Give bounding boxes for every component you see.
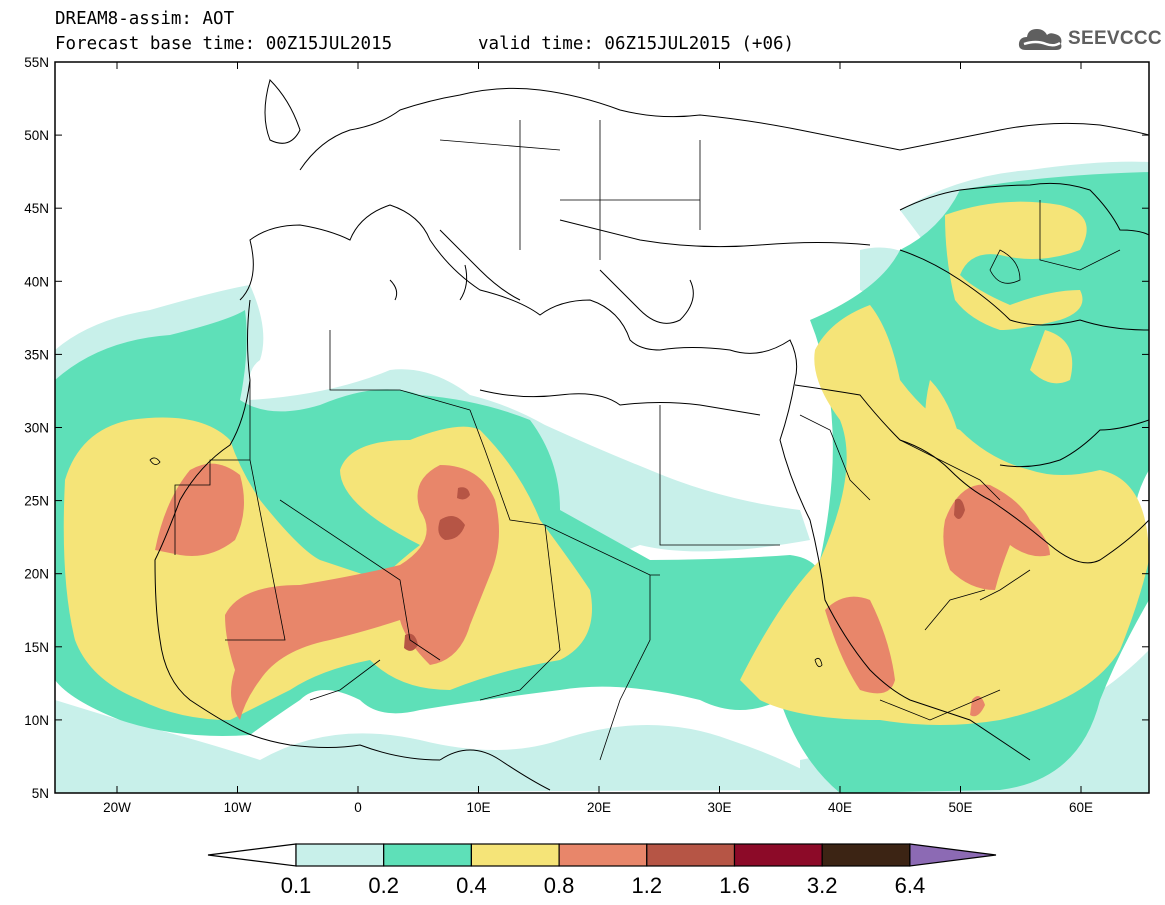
- x-tick-label: 20E: [587, 800, 611, 815]
- y-tick-label: 10N: [24, 713, 49, 728]
- chart-title: DREAM8-assim: AOT: [55, 9, 235, 29]
- y-tick-label: 5N: [32, 786, 49, 801]
- y-tick-label: 25N: [24, 494, 49, 509]
- colorbar-bin: [383, 843, 473, 867]
- forecast-base-time: Forecast base time: 00Z15JUL2015: [55, 34, 393, 54]
- colorbar-bin: [470, 843, 560, 867]
- seevccc-logo: SEEVCCC: [1016, 24, 1162, 56]
- y-tick-label: 15N: [24, 640, 49, 655]
- x-tick-label: 40E: [828, 800, 852, 815]
- colorbar-label: 1.2: [632, 873, 663, 898]
- colorbar-label: 0.4: [456, 873, 487, 898]
- colorbar-bin: [646, 843, 736, 867]
- colorbar-over-triangle: [909, 843, 997, 867]
- country-borders: [174, 120, 1121, 761]
- coastlines: [154, 79, 1149, 791]
- lakes: [149, 457, 823, 668]
- cloud-icon: [1018, 29, 1062, 50]
- y-axis: 55N 50N 45N 40N 35N 30N 25N 20N 15N 10N 5N: [24, 55, 1149, 801]
- y-tick-label: 50N: [24, 128, 49, 143]
- colorbar-under-triangle: [207, 843, 297, 867]
- colorbar-label: 0.1: [281, 873, 312, 898]
- y-tick-label: 20N: [24, 567, 49, 582]
- colorbar-label: 1.6: [719, 873, 750, 898]
- colorbar-label: 6.4: [895, 873, 926, 898]
- x-tick-label: 50E: [948, 800, 972, 815]
- colorbar-label: 0.2: [368, 873, 399, 898]
- y-tick-label: 55N: [24, 55, 49, 70]
- x-tick-label: 10E: [466, 800, 490, 815]
- y-tick-label: 35N: [24, 347, 49, 362]
- colorbar-bin: [295, 843, 385, 867]
- valid-time: valid time: 06Z15JUL2015 (+06): [478, 34, 795, 54]
- colorbar-bin: [733, 843, 823, 867]
- colorbar-label: 3.2: [807, 873, 838, 898]
- x-tick-label: 30E: [707, 800, 731, 815]
- colorbar-label: 0.8: [544, 873, 575, 898]
- x-axis: 20W 10W 0 10E 20E 30E 40E 50E 60E: [103, 62, 1093, 815]
- logo-text: SEEVCCC: [1068, 28, 1162, 49]
- x-tick-label: 20W: [103, 800, 131, 815]
- x-tick-label: 0: [354, 800, 362, 815]
- colorbar-bin: [821, 843, 911, 867]
- aot-field-0.8: [155, 463, 1050, 720]
- aot-field-1.2: [404, 487, 965, 651]
- x-tick-label: 60E: [1069, 800, 1093, 815]
- y-tick-label: 30N: [24, 421, 49, 436]
- x-tick-label: 10W: [224, 800, 252, 815]
- colorbar-bin: [558, 843, 648, 867]
- y-tick-label: 45N: [24, 201, 49, 216]
- y-tick-label: 40N: [24, 274, 49, 289]
